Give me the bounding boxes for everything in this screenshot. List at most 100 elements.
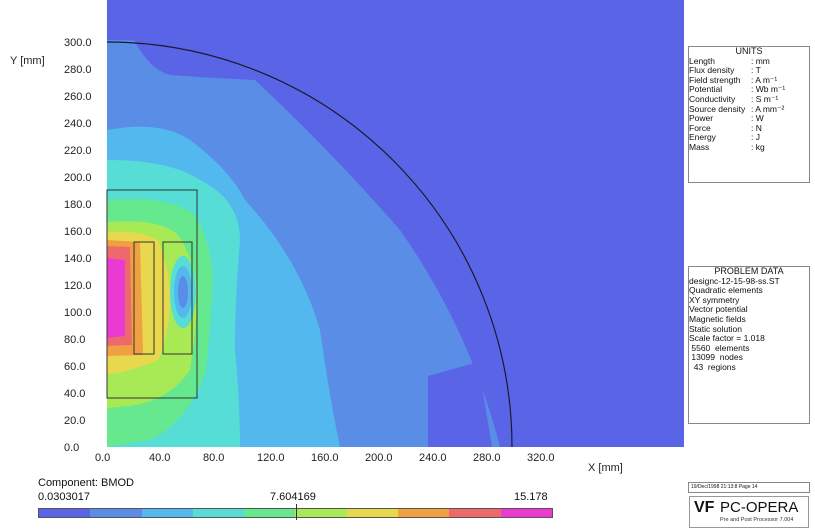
y-tick-label: 120.0 <box>64 280 92 292</box>
problem-title: PROBLEM DATA <box>714 266 784 276</box>
problem-line: Quadratic elements <box>689 285 763 296</box>
x-tick-label: 120.0 <box>257 452 285 464</box>
date-box: 19/Dec/1998 21:13:8 Page 14 <box>688 482 810 493</box>
units-value: : W <box>751 113 764 124</box>
colorbar-mid-marker <box>296 504 297 520</box>
x-tick-label: 280.0 <box>473 452 501 464</box>
units-row: Energy : J <box>689 133 809 143</box>
problem-line: 13099 nodes <box>689 352 743 363</box>
units-value: : N <box>751 122 762 133</box>
y-tick-label: 300.0 <box>64 37 92 49</box>
y-tick-label: 20.0 <box>64 415 85 427</box>
units-list: Length: mm Flux density: T Field strength:… <box>689 55 809 153</box>
problem-line: designc-12-15-98-ss.ST <box>689 275 780 286</box>
y-tick-label: 80.0 <box>64 334 85 346</box>
units-title: UNITS <box>735 46 763 56</box>
x-axis-label: X [mm] <box>588 462 623 474</box>
colorbar-swatch <box>398 509 450 517</box>
colorbar-swatch <box>295 509 347 517</box>
y-tick-label: 40.0 <box>64 388 85 400</box>
problem-line: XY symmetry <box>689 294 740 305</box>
coil-right <box>162 241 193 355</box>
problem-line: Magnetic fields <box>689 313 746 324</box>
y-tick-label: 180.0 <box>64 199 92 211</box>
units-key: Flux density <box>689 65 735 76</box>
units-row: Mass : kg <box>689 141 809 153</box>
colorbar-min: 0.0303017 <box>38 491 90 503</box>
colorbar-swatch <box>39 509 91 517</box>
pc-opera-logo: VF PC-OPERA Pre and Post Processor 7.004 <box>689 496 809 528</box>
units-key: Mass <box>689 141 710 152</box>
y-tick-label: 140.0 <box>64 253 92 265</box>
colorbar-swatch <box>449 509 501 517</box>
units-row: Conductivity : S m⁻¹ <box>689 93 809 105</box>
colorbar-label: Component: BMOD <box>38 477 134 489</box>
y-tick-label: 260.0 <box>64 91 92 103</box>
units-row: Power : W <box>689 114 809 124</box>
contour-bands <box>107 0 684 448</box>
x-tick-label: 240.0 <box>419 452 447 464</box>
units-key: Conductivity <box>689 93 736 104</box>
units-row: Length : mm <box>689 55 809 67</box>
units-value: : Wb m⁻¹ <box>751 84 786 95</box>
brand-name: PC-OPERA <box>720 499 799 516</box>
units-value: : A mm⁻² <box>751 103 785 114</box>
colorbar-swatch <box>500 509 552 517</box>
colorbar-swatch <box>192 509 245 517</box>
units-value: : T <box>751 65 761 76</box>
units-row: Field strength: A m⁻¹ <box>689 74 809 86</box>
units-key: Length <box>689 55 715 66</box>
problem-line: Static solution <box>689 323 742 334</box>
units-row: Force : N <box>689 122 809 134</box>
boundary-arc <box>106 41 513 448</box>
problem-line: 43 regions <box>689 361 736 372</box>
y-tick-label: 160.0 <box>64 226 92 238</box>
air-region <box>107 0 684 447</box>
y-tick-label: 0.0 <box>64 442 79 454</box>
brand-subtitle: Pre and Post Processor 7.004 <box>720 517 794 523</box>
x-tick-label: 320.0 <box>527 452 555 464</box>
units-key: Power <box>689 113 714 124</box>
axes: 0.0 40.0 80.0 120.0 160.0 200.0 240.0 280.0 320.… <box>64 37 555 464</box>
units-row: Source density : A mm⁻² <box>689 103 809 115</box>
units-key: Field strength <box>689 74 741 85</box>
air-notch <box>428 362 492 447</box>
colorbar-swatch <box>346 509 399 517</box>
colorbar-swatch <box>90 509 142 517</box>
x-tick-label: 200.0 <box>365 452 393 464</box>
units-key: Energy <box>689 132 716 143</box>
units-key: Force <box>689 122 711 133</box>
problem-line: 5560 elements <box>689 342 750 353</box>
units-value: : kg <box>751 141 765 152</box>
colorbar <box>38 508 553 518</box>
units-row: Flux density : T <box>689 66 809 76</box>
units-value: : J <box>751 132 760 143</box>
problem-data-panel: PROBLEM DATA designc-12-15-98-ss.ST Quadr… <box>688 266 810 424</box>
contour-band9 <box>107 258 125 338</box>
units-key: Source density <box>689 103 746 114</box>
y-axis-label: Y [mm] <box>10 55 45 67</box>
units-panel: UNITS Length: mm Flux density: T Field str… <box>688 46 810 183</box>
colorbar-swatch <box>141 509 193 517</box>
colorbar-mid: 7.604169 <box>270 491 316 503</box>
y-tick-label: 200.0 <box>64 172 92 184</box>
problem-line: Scale factor = 1.018 <box>689 333 765 344</box>
units-key: Potential <box>689 84 723 95</box>
x-tick-label: 0.0 <box>95 452 110 464</box>
units-value: : S m⁻¹ <box>751 93 779 104</box>
coil-left <box>133 241 155 355</box>
y-tick-label: 240.0 <box>64 118 92 130</box>
x-tick-label: 80.0 <box>203 452 224 464</box>
colorbar-max: 15.178 <box>514 491 548 503</box>
y-tick-label: 100.0 <box>64 307 92 319</box>
y-tick-label: 280.0 <box>64 64 92 76</box>
y-tick-label: 220.0 <box>64 145 92 157</box>
problem-list: designc-12-15-98-ss.ST Quadratic elements… <box>689 275 809 373</box>
vf-logo-icon: VF <box>694 499 715 516</box>
units-row: Potential : Wb m⁻¹ <box>689 85 809 95</box>
y-tick-label: 60.0 <box>64 361 85 373</box>
units-value: : mm <box>751 55 770 66</box>
problem-line: Vector potential <box>689 304 748 315</box>
colorbar-swatch <box>244 509 296 517</box>
